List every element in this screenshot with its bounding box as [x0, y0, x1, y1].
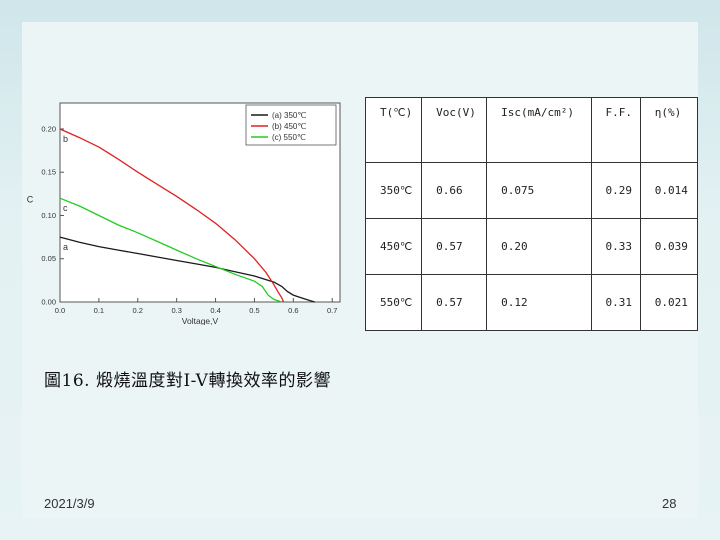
cell-isc: 0.20: [486, 218, 592, 275]
series-line-a: [59, 236, 315, 303]
cell-efficiency: 0.039: [639, 218, 699, 275]
table-row: 450℃ 0.57 0.20 0.33 0.039: [364, 218, 699, 275]
cell-isc: 0.12: [486, 274, 592, 331]
x-tick-label: 0.4: [210, 306, 220, 315]
series-annotation-a: a: [63, 242, 68, 252]
header-fill-factor: F.F.: [590, 97, 641, 163]
iv-chart: 0.0 0.1 0.2 0.3 0.4 0.5 0.6 0.7 0.00 0.05 0.10 0.15…: [18, 97, 348, 325]
series-line-b: [59, 128, 285, 303]
y-axis-label: C: [27, 195, 34, 205]
x-tick-label: 0.3: [171, 306, 181, 315]
y-tick-label: 0.00: [41, 298, 56, 307]
cell-fill-factor: 0.29: [590, 162, 641, 219]
cell-voc: 0.57: [421, 274, 488, 331]
x-tick-label: 0.7: [327, 306, 337, 315]
cell-temperature: 450℃: [364, 218, 423, 275]
cell-isc: 0.075: [486, 162, 592, 219]
legend-label-c: (c) 550℃: [272, 133, 306, 142]
series-line-c: [59, 197, 282, 303]
legend-box: [245, 104, 337, 146]
table-header-row: T(℃) Voc(V) Isc(mA/cm²) F.F. η(%): [364, 97, 699, 163]
x-tick-label: 0.2: [133, 306, 143, 315]
cell-efficiency: 0.021: [639, 274, 699, 331]
cell-fill-factor: 0.33: [590, 218, 641, 275]
header-efficiency: η(%): [639, 97, 699, 163]
x-tick-label: 0.0: [55, 306, 65, 315]
footer-date: 2021/3/9: [44, 496, 95, 511]
x-tick-label: 0.5: [249, 306, 259, 315]
figure-caption: 圖16. 煅燒溫度對I-V轉換效率的影響: [44, 371, 331, 391]
series-annotation-b: b: [63, 134, 68, 144]
x-tick-label: 0.1: [94, 306, 104, 315]
cell-fill-factor: 0.31: [590, 274, 641, 331]
legend-label-a: (a) 350℃: [272, 111, 306, 120]
header-temperature: T(℃): [364, 97, 423, 163]
series-annotation-c: c: [63, 203, 68, 213]
legend-label-b: (b) 450℃: [272, 122, 306, 131]
x-axis-label: Voltage,V: [182, 316, 219, 325]
page-number: 28: [662, 496, 677, 511]
y-tick-label: 0.10: [41, 211, 56, 220]
table-row: 350℃ 0.66 0.075 0.29 0.014: [364, 162, 699, 219]
cell-voc: 0.66: [421, 162, 488, 219]
y-tick-label: 0.20: [41, 124, 56, 133]
y-tick-label: 0.05: [41, 254, 56, 263]
header-voc: Voc(V): [421, 97, 488, 163]
y-tick-label: 0.15: [41, 168, 56, 177]
cell-temperature: 550℃: [364, 274, 423, 331]
cell-temperature: 350℃: [364, 162, 423, 219]
table-row: 550℃ 0.57 0.12 0.31 0.021: [364, 274, 699, 331]
cell-efficiency: 0.014: [639, 162, 699, 219]
results-table: T(℃) Voc(V) Isc(mA/cm²) F.F. η(%) 350℃ 0…: [364, 97, 699, 331]
cell-voc: 0.57: [421, 218, 488, 275]
header-isc: Isc(mA/cm²): [486, 97, 592, 163]
x-tick-label: 0.6: [288, 306, 298, 315]
iv-chart-svg: 0.0 0.1 0.2 0.3 0.4 0.5 0.6 0.7 0.00 0.05 0.10 0.15…: [27, 102, 341, 325]
